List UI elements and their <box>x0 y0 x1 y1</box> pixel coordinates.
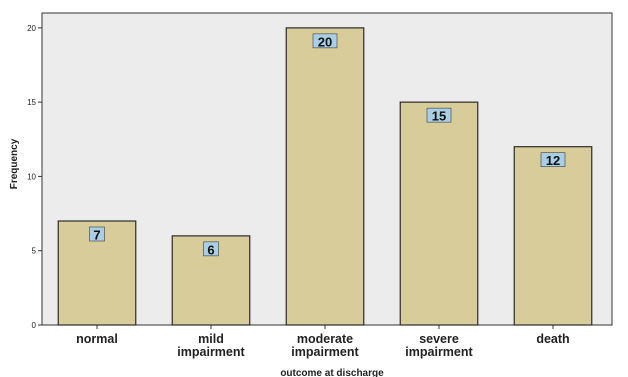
y-tick-label: 15 <box>27 98 36 107</box>
data-label: 12 <box>546 153 560 168</box>
data-label-box <box>426 107 452 123</box>
y-axis: 0 5 10 15 20 <box>27 24 42 330</box>
y-tick-label: 0 <box>32 321 37 330</box>
data-labels: 7 6 20 15 12 <box>89 33 566 257</box>
bars <box>57 27 593 326</box>
x-axis-title: outcome at discharge <box>280 368 384 377</box>
data-label-box <box>203 241 219 257</box>
data-label-box <box>312 33 338 49</box>
data-label: 20 <box>318 34 332 49</box>
x-tick-label: moderate impairment <box>291 332 359 359</box>
bar <box>399 101 479 326</box>
y-tick-label: 5 <box>32 247 37 256</box>
data-label-box <box>540 152 566 168</box>
data-label: 6 <box>207 242 214 257</box>
x-tick-label: death <box>536 332 569 346</box>
y-tick-label: 20 <box>27 24 36 33</box>
data-label: 15 <box>432 109 446 124</box>
y-tick-label: 10 <box>27 172 36 181</box>
x-axis: normal mild impairment moderate impairment se… <box>76 325 570 359</box>
y-axis-title: Frequency <box>9 138 20 189</box>
data-label-box <box>89 226 105 242</box>
data-label: 7 <box>93 228 100 243</box>
bar <box>171 235 251 326</box>
x-tick-label: severe impairment <box>405 332 473 359</box>
x-tick-label: mild impairment <box>177 332 245 359</box>
bar <box>285 27 365 326</box>
x-tick-label: normal <box>76 332 118 346</box>
bar <box>513 146 593 326</box>
